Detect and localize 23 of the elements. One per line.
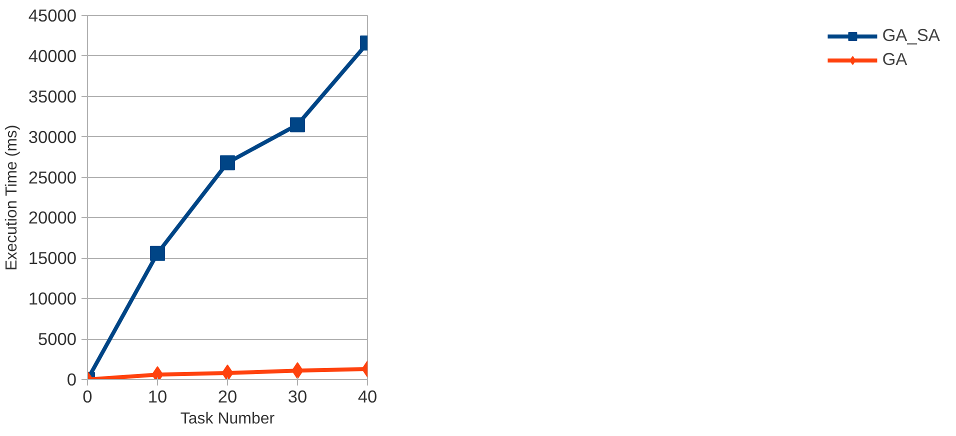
y-tick-label: 10000 (28, 288, 76, 309)
x-tick-label: 40 (358, 386, 378, 406)
x-tick-label: 0 (82, 386, 92, 406)
y-tick-label: 5000 (38, 329, 77, 350)
y-tick-label: 15000 (28, 248, 76, 268)
x-axis-title: Task Number (180, 410, 276, 428)
y-tick-label: 40000 (28, 46, 76, 66)
point (220, 155, 235, 170)
x-tick-label: 10 (148, 386, 168, 406)
y-tick-label: 30000 (28, 126, 76, 147)
point (222, 364, 234, 380)
y-tick-label: 25000 (28, 167, 76, 188)
legend-label: GA (882, 49, 908, 70)
x-tick-label: 30 (288, 386, 308, 406)
y-tick-label: 20000 (28, 208, 76, 228)
y-tick-label: 0 (66, 370, 77, 390)
point (290, 117, 305, 132)
y-tick-label: 45000 (28, 6, 76, 26)
x-tick-label: 20 (218, 386, 238, 406)
y-tick-label: 35000 (28, 86, 76, 106)
point (150, 246, 165, 261)
legend-label: GA_SA (882, 25, 940, 46)
y-axis-title: Execution Time (ms) (3, 124, 20, 271)
